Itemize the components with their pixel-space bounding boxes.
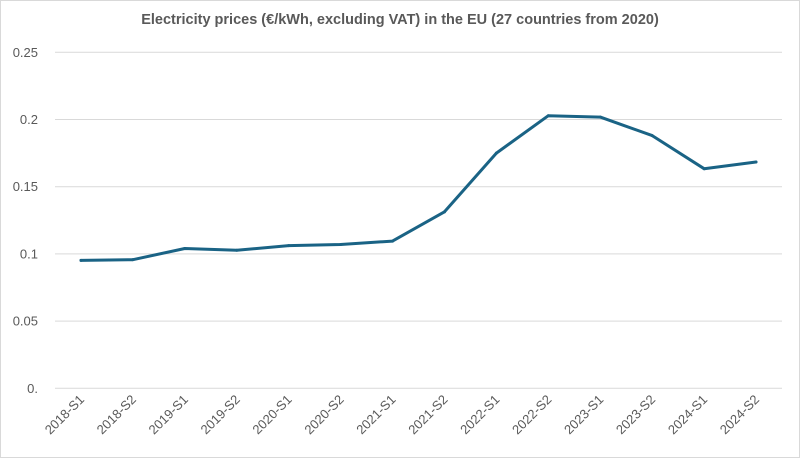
y-tick-label: 0.2 xyxy=(20,112,38,127)
x-tick-label: 2022-S1 xyxy=(457,392,502,437)
data-point xyxy=(339,242,343,246)
x-tick-label: 2019-S2 xyxy=(198,392,243,437)
y-tick-label: 0.1 xyxy=(20,246,38,261)
x-tick-label: 2021-S1 xyxy=(353,392,398,437)
data-point xyxy=(79,258,83,262)
x-tick-label: 2021-S2 xyxy=(405,392,450,437)
x-tick-label: 2018-S2 xyxy=(94,392,139,437)
x-tick-label: 2019-S1 xyxy=(146,392,191,437)
x-tick-label: 2023-S2 xyxy=(613,392,658,437)
x-tick-label: 2024-S1 xyxy=(665,392,710,437)
data-point xyxy=(598,115,602,119)
x-tick-label: 2023-S1 xyxy=(561,392,606,437)
data-point xyxy=(235,248,239,252)
x-tick-label: 2022-S2 xyxy=(509,392,554,437)
x-tick-label: 2020-S2 xyxy=(301,392,346,437)
data-point xyxy=(391,239,395,243)
y-tick-label: 0.15 xyxy=(13,179,38,194)
data-point xyxy=(131,258,135,262)
x-tick-label: 2018-S1 xyxy=(42,392,87,437)
chart-title: Electricity prices (€/kWh, excluding VAT… xyxy=(141,12,659,28)
y-tick-label: 0.25 xyxy=(13,45,38,60)
x-tick-label: 2024-S2 xyxy=(717,392,762,437)
y-tick-label: 0.05 xyxy=(13,314,38,329)
data-point xyxy=(494,151,498,155)
data-point xyxy=(183,247,187,251)
data-point xyxy=(702,167,706,171)
data-point xyxy=(754,160,758,164)
y-tick-label: 0. xyxy=(27,381,38,396)
data-point xyxy=(287,244,291,248)
data-point xyxy=(650,134,654,138)
x-tick-label: 2020-S1 xyxy=(249,392,294,437)
data-point xyxy=(442,210,446,214)
data-point xyxy=(546,114,550,118)
series-line xyxy=(79,114,758,262)
